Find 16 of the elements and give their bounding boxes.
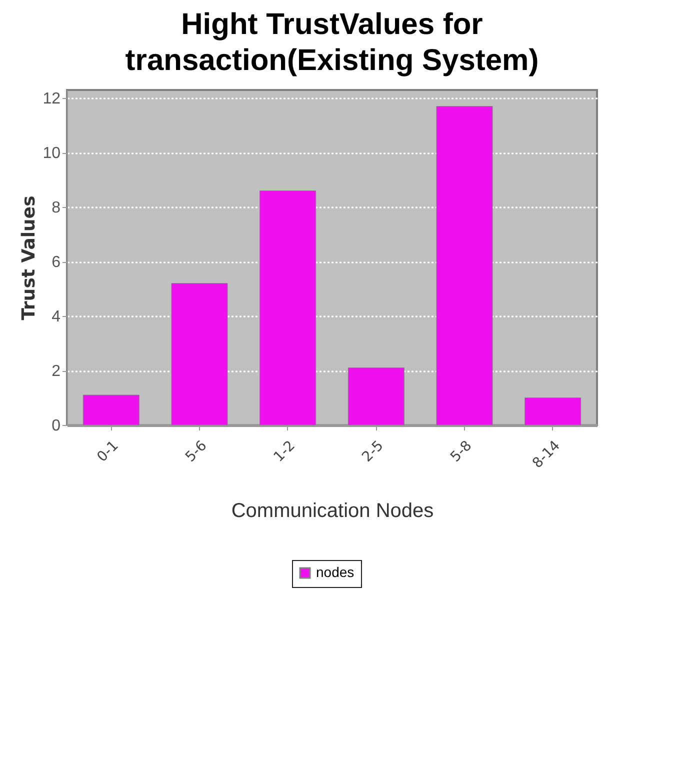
y-tick-label: 10 bbox=[42, 145, 61, 162]
y-tick-label: 8 bbox=[52, 200, 61, 217]
chart-title: Hight TrustValues for transaction(Existing System) bbox=[125, 8, 539, 77]
y-tick-label: 2 bbox=[52, 363, 61, 380]
y-tick-label: 6 bbox=[52, 254, 61, 272]
x-tick-label: 1-2 bbox=[270, 438, 298, 466]
x-tick-label: 0-1 bbox=[94, 438, 122, 466]
y-tick-label: 12 bbox=[42, 90, 61, 108]
x-axis-title: Communication Nodes bbox=[231, 500, 434, 522]
y-tick-label: 0 bbox=[52, 418, 61, 434]
y-axis-title: Trust Values bbox=[18, 196, 40, 320]
legend-label: nodes bbox=[316, 564, 354, 580]
x-tick-label: 2-5 bbox=[359, 438, 387, 466]
x-tick-label: 5-8 bbox=[448, 438, 476, 466]
y-tick-label: 4 bbox=[52, 308, 61, 326]
x-tick-label: 5-6 bbox=[182, 438, 210, 466]
